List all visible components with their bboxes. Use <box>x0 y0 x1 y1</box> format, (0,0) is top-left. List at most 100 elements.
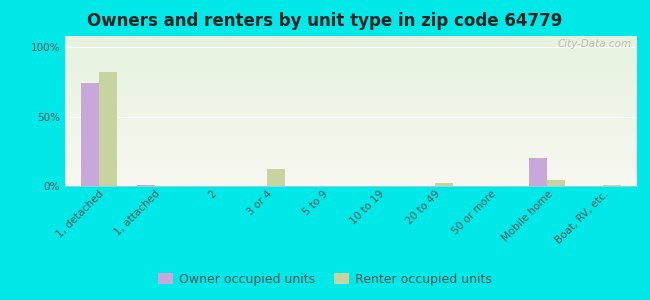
Bar <box>65 85 637 86</box>
Bar <box>65 66 637 67</box>
Bar <box>65 153 637 154</box>
Bar <box>65 39 637 40</box>
Bar <box>65 128 637 129</box>
Bar <box>65 134 637 135</box>
Text: City-Data.com: City-Data.com <box>557 39 631 49</box>
Bar <box>65 169 637 170</box>
Bar <box>65 55 637 56</box>
Bar <box>65 42 637 43</box>
Bar <box>65 46 637 47</box>
Bar <box>65 106 637 107</box>
Bar <box>65 172 637 173</box>
Bar <box>65 98 637 99</box>
Bar <box>65 131 637 132</box>
Bar <box>65 63 637 64</box>
Bar <box>65 77 637 78</box>
Bar <box>65 147 637 148</box>
Bar <box>65 105 637 106</box>
Bar <box>65 160 637 161</box>
Bar <box>81 83 99 186</box>
Bar <box>65 109 637 110</box>
Bar <box>65 60 637 61</box>
Legend: Owner occupied units, Renter occupied units: Owner occupied units, Renter occupied un… <box>153 268 497 291</box>
Bar <box>529 158 547 186</box>
Bar <box>65 174 637 175</box>
Bar <box>65 92 637 93</box>
Bar <box>65 183 637 184</box>
Bar <box>65 84 637 85</box>
Bar <box>65 119 637 120</box>
Bar <box>65 86 637 87</box>
Bar <box>65 142 637 143</box>
Bar <box>65 132 637 133</box>
Bar <box>65 64 637 65</box>
Bar <box>65 40 637 41</box>
Bar <box>65 166 637 167</box>
Bar <box>65 118 637 119</box>
Bar <box>65 79 637 80</box>
Bar <box>65 45 637 46</box>
Bar <box>65 124 637 125</box>
Bar <box>65 82 637 83</box>
Bar <box>65 145 637 146</box>
Bar <box>65 62 637 63</box>
Bar <box>65 88 637 89</box>
Bar <box>65 177 637 178</box>
Bar <box>65 113 637 114</box>
Bar <box>65 61 637 62</box>
Bar <box>65 130 637 131</box>
Bar <box>65 178 637 179</box>
Bar <box>65 122 637 123</box>
Bar <box>65 184 637 185</box>
Bar <box>65 175 637 176</box>
Bar <box>65 48 637 49</box>
Bar <box>65 159 637 160</box>
Bar <box>65 162 637 163</box>
Bar <box>547 180 566 186</box>
Bar <box>65 170 637 171</box>
Bar <box>65 38 637 39</box>
Bar <box>65 158 637 159</box>
Bar <box>65 57 637 58</box>
Bar <box>136 184 155 186</box>
Bar <box>99 72 116 186</box>
Bar <box>65 74 637 75</box>
Bar <box>65 94 637 95</box>
Bar <box>65 107 637 108</box>
Bar <box>65 102 637 103</box>
Bar <box>65 179 637 180</box>
Bar <box>65 80 637 81</box>
Bar <box>65 49 637 50</box>
Bar <box>65 181 637 182</box>
Bar <box>65 54 637 55</box>
Bar <box>65 112 637 113</box>
Bar <box>65 125 637 126</box>
Bar <box>65 155 637 156</box>
Bar <box>65 165 637 166</box>
Bar <box>65 136 637 137</box>
Bar <box>65 140 637 141</box>
Bar <box>65 143 637 144</box>
Bar <box>65 168 637 169</box>
Bar <box>65 185 637 186</box>
Bar <box>65 151 637 152</box>
Bar <box>65 65 637 66</box>
Bar <box>65 58 637 59</box>
Bar <box>65 115 637 116</box>
Bar <box>65 81 637 82</box>
Bar <box>65 182 637 183</box>
Bar <box>65 148 637 149</box>
Bar <box>65 93 637 94</box>
Bar <box>65 173 637 174</box>
Bar <box>65 97 637 98</box>
Bar <box>65 108 637 109</box>
Bar <box>65 85 637 86</box>
Bar <box>65 76 637 77</box>
Bar <box>65 123 637 124</box>
Bar <box>65 36 637 37</box>
Bar <box>65 44 637 45</box>
Bar <box>65 90 637 91</box>
Bar <box>65 149 637 150</box>
Bar <box>65 121 637 122</box>
Bar <box>65 180 637 181</box>
